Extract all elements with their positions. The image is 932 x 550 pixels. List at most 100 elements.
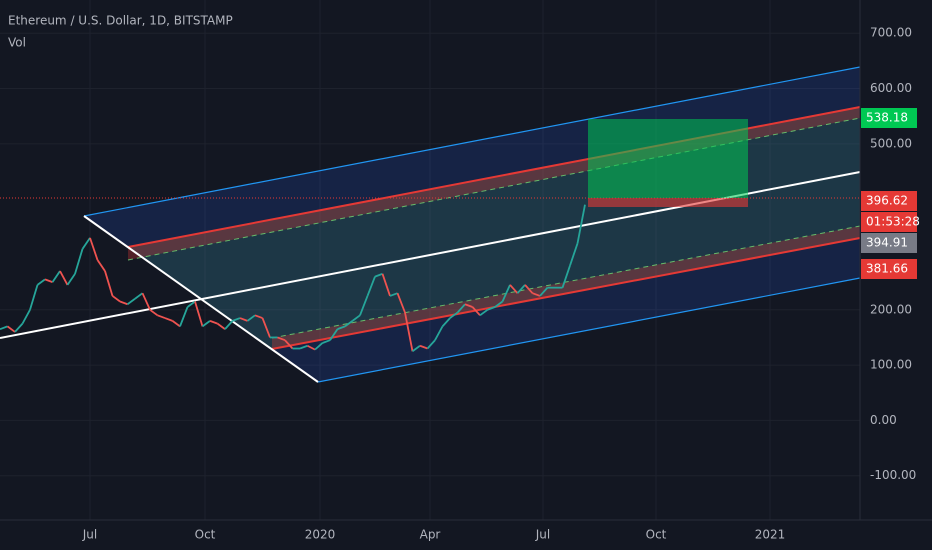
price-segment: [81, 237, 91, 250]
price-segment: [396, 292, 406, 313]
price-segment: [337, 325, 346, 330]
price-segment: [96, 259, 106, 272]
price-segment: [44, 278, 53, 283]
price-segment: [434, 325, 444, 341]
price-segment: [261, 317, 271, 338]
price-tag: [861, 212, 917, 232]
price-segment: [186, 300, 196, 308]
price-segment: [456, 303, 466, 314]
price-segment: [232, 317, 241, 322]
price-segment: [51, 270, 61, 283]
price-segment: [89, 237, 99, 261]
price-tick-label: 0.00: [870, 413, 897, 427]
price-segment: [179, 306, 189, 327]
price-segment: [471, 306, 481, 316]
pitchfork-bottom: [317, 277, 861, 383]
price-tag-label: 396.62: [866, 194, 908, 208]
price-segment: [299, 344, 308, 350]
price-segment: [509, 284, 519, 294]
price-segment: [539, 287, 549, 297]
price-segment: [119, 300, 128, 306]
price-segment: [111, 295, 121, 303]
time-tick-label: Oct: [195, 528, 216, 542]
price-segment: [389, 292, 398, 297]
price-segment: [104, 270, 114, 297]
lower-red-line: [271, 237, 861, 350]
price-segment: [66, 273, 76, 286]
price-segment: [0, 325, 8, 330]
price-segment: [329, 328, 339, 341]
price-segment: [201, 320, 211, 328]
price-segment: [134, 292, 144, 300]
price-segment: [487, 306, 496, 311]
price-segment: [532, 292, 541, 297]
price-segment: [381, 273, 391, 297]
price-segment: [254, 314, 263, 319]
price-segment: [359, 295, 369, 316]
price-tick-label: -100.00: [870, 468, 916, 482]
price-segment: [501, 284, 511, 302]
price-segment: [29, 284, 39, 311]
price-tag-label: 538.18: [866, 111, 908, 125]
price-segment: [322, 339, 331, 344]
grid: [0, 0, 860, 520]
time-tick-label: Jul: [535, 528, 550, 542]
time-tick-label: 2020: [305, 528, 336, 542]
price-segment: [479, 309, 489, 317]
price-segment: [194, 301, 204, 327]
price-segment: [411, 345, 421, 353]
price-segment: [36, 278, 46, 286]
price-segment: [576, 204, 586, 244]
price-tag-label: 01:53:28: [866, 215, 920, 229]
price-segment: [59, 270, 69, 286]
price-segment: [307, 344, 316, 351]
time-tick-label: Jul: [82, 528, 97, 542]
price-segment: [171, 320, 181, 328]
price-tag: [861, 259, 917, 279]
price-segment: [344, 320, 354, 328]
price-segment: [449, 311, 459, 319]
price-segment: [224, 320, 234, 330]
price-segment: [246, 314, 256, 322]
price-segment: [569, 243, 579, 266]
time-tick-label: 2021: [755, 528, 786, 542]
axes: 700.00 600.00 500.00 200.00 100.00 0.00 -100.0…: [82, 26, 920, 542]
lower-dashed: [271, 225, 861, 339]
price-tick-label: 700.00: [870, 26, 912, 40]
price-segment: [74, 248, 84, 275]
price-segment: [277, 336, 286, 342]
time-tick-label: Oct: [646, 528, 667, 542]
price-segment: [141, 292, 151, 311]
price-segment: [216, 322, 226, 330]
lower-red-band: [272, 226, 860, 349]
price-segment: [314, 342, 324, 351]
price-segment: [157, 314, 166, 319]
price-tick-label: 600.00: [870, 81, 912, 95]
price-segment: [284, 339, 294, 350]
price-segment: [516, 284, 526, 294]
price-segment: [464, 303, 473, 308]
price-tick-label: 500.00: [870, 136, 912, 150]
price-segment: [419, 344, 428, 350]
long-target-box: [588, 119, 748, 198]
price-segment: [426, 339, 436, 350]
long-stop-box: [588, 198, 748, 207]
price-segment: [524, 284, 534, 294]
price-tag: [861, 233, 917, 253]
indicator-label: Vol: [8, 36, 26, 50]
price-tick-label: 200.00: [870, 302, 912, 316]
price-segment: [404, 312, 414, 352]
pitchfork-top: [83, 66, 861, 217]
price-tag: [861, 191, 917, 211]
price-segment: [14, 323, 24, 333]
price-segment: [374, 272, 383, 278]
price-series: [0, 204, 586, 353]
price-segment: [149, 309, 159, 317]
time-tick-label: Apr: [420, 528, 441, 542]
price-segment: [6, 325, 16, 333]
price-segment: [239, 317, 248, 322]
price-segment: [351, 314, 361, 322]
